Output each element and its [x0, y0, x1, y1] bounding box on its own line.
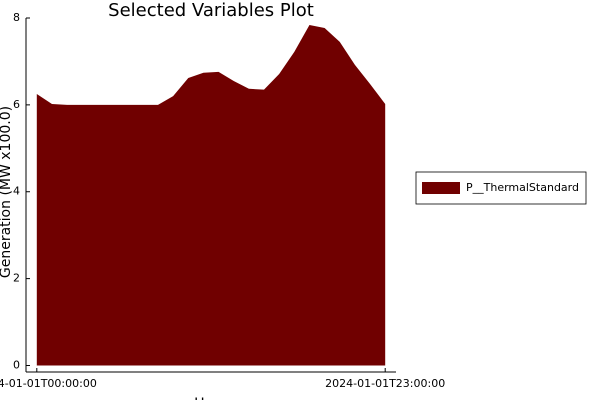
y-tick-label: 2 [13, 272, 20, 285]
x-tick-label: 2024-01-01T23:00:00 [325, 377, 445, 390]
area [36, 24, 386, 366]
x-tick-label: 2024-01-01T00:00:00 [0, 377, 97, 390]
x-axis-label: Hour [194, 396, 228, 400]
y-tick-label: 0 [13, 358, 20, 371]
chart-title: Selected Variables Plot [108, 0, 314, 21]
y-tick-label: 4 [13, 185, 20, 198]
legend-label: P__ThermalStandard [466, 181, 579, 194]
legend-swatch [422, 182, 460, 194]
y-tick-label: 8 [13, 11, 20, 24]
y-tick-label: 6 [13, 98, 20, 111]
y-axis-label: Generation (MW x100.0) [0, 106, 14, 278]
